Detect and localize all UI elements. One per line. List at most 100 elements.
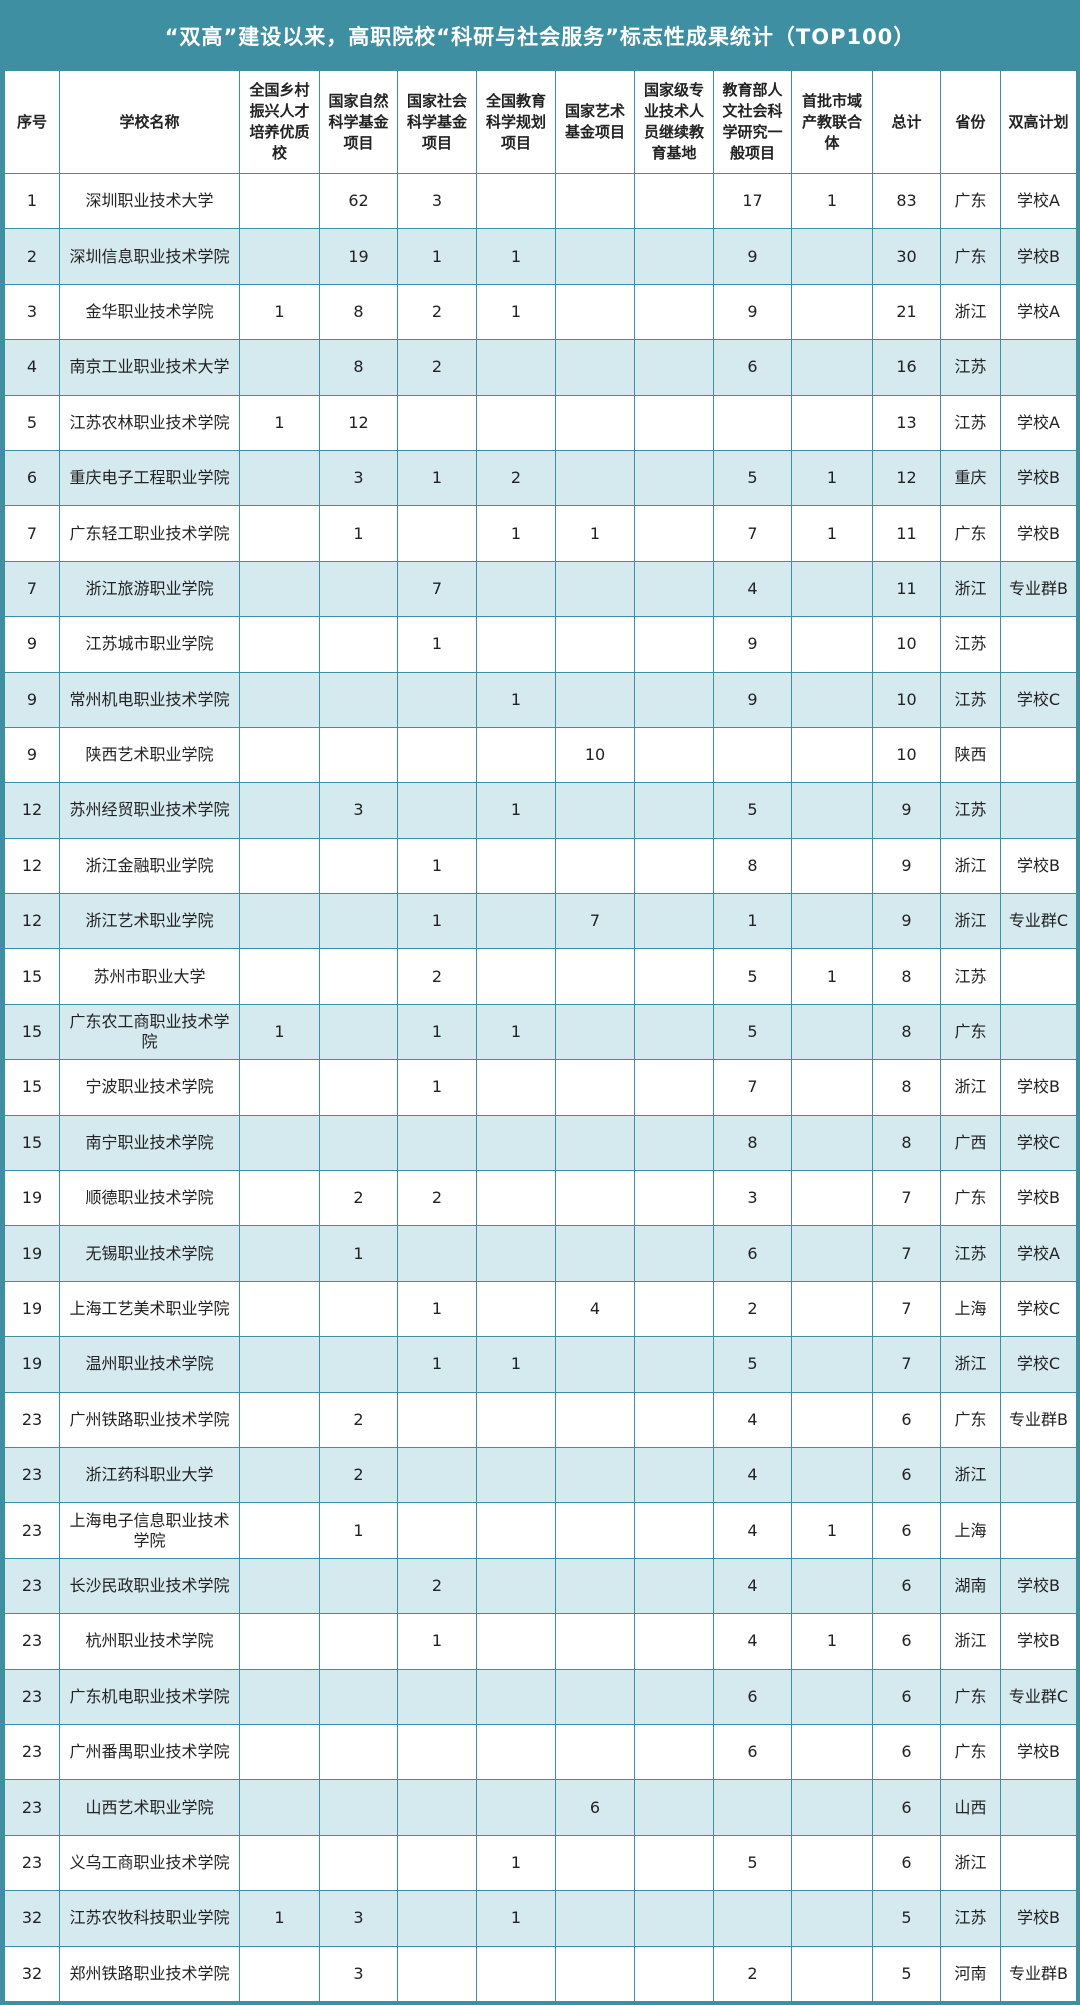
table-cell xyxy=(791,1059,873,1116)
table-cell: 1 xyxy=(239,283,320,341)
table-cell xyxy=(239,228,320,285)
table-cell: 学校B xyxy=(1000,1059,1077,1116)
table-cell: 2 xyxy=(713,1945,792,2002)
table-cell: 专业群B xyxy=(1000,1391,1077,1448)
table-cell: 浙江 xyxy=(940,893,1001,950)
table-cell: 3 xyxy=(713,1170,792,1227)
table-row: 3 金华职业技术学院 1 8 2 1 9 21 浙江 学校A xyxy=(4,283,1077,341)
table-cell xyxy=(634,1446,714,1504)
table-cell xyxy=(555,837,635,895)
table-cell xyxy=(476,1613,556,1670)
table-cell xyxy=(476,893,556,950)
table-cell xyxy=(634,228,714,285)
table-cell: 浙江药科职业大学 xyxy=(59,1446,240,1504)
table-cell: 江苏 xyxy=(940,394,1001,451)
table-cell: 江苏农林职业技术学院 xyxy=(59,394,240,451)
table-cell: 6 xyxy=(4,449,60,507)
table-cell: 2 xyxy=(397,1557,477,1615)
table-row: 23 义乌工商职业技术学院 1 5 6 浙江 xyxy=(4,1834,1077,1892)
table-cell xyxy=(397,726,477,784)
table-cell: 32 xyxy=(4,1890,60,1947)
table-cell: 2 xyxy=(476,449,556,507)
table-cell xyxy=(555,339,635,396)
table-cell xyxy=(319,1668,398,1725)
table-cell: 常州机电职业技术学院 xyxy=(59,671,240,728)
table-cell xyxy=(476,1557,556,1615)
table-cell xyxy=(634,1280,714,1338)
header-cell: 国家社会科学基金项目 xyxy=(397,70,477,174)
table-cell: 广州铁路职业技术学院 xyxy=(59,1391,240,1448)
table-cell: 浙江 xyxy=(940,1059,1001,1116)
table-cell xyxy=(791,228,873,285)
table-cell: 6 xyxy=(872,1391,941,1448)
table-row: 12 浙江金融职业学院 1 8 9 浙江 学校B xyxy=(4,837,1077,895)
table-cell xyxy=(397,394,477,451)
table-row: 15 南宁职业技术学院 8 8 广西 学校C xyxy=(4,1114,1077,1172)
table-cell: 17 xyxy=(713,172,792,230)
table-cell xyxy=(476,1059,556,1116)
table-row: 4 南京工业职业技术大学 8 2 6 16 江苏 xyxy=(4,339,1077,396)
table-cell: 苏州经贸职业技术学院 xyxy=(59,782,240,839)
table-cell: 学校A xyxy=(1000,283,1077,341)
header-row: 序号 学校名称 全国乡村振兴人才培养优质校 国家自然科学基金项目 国家社会科学基金项目全… xyxy=(4,70,1077,174)
table-cell xyxy=(634,394,714,451)
table-cell xyxy=(634,1779,714,1836)
table-cell: 金华职业技术学院 xyxy=(59,283,240,341)
table-cell xyxy=(476,948,556,1005)
table-cell: 广东 xyxy=(940,1668,1001,1725)
table-cell: 23 xyxy=(4,1834,60,1892)
table-cell xyxy=(239,1280,320,1338)
table-row: 23 广州番禺职业技术学院 6 6 广东 学校B xyxy=(4,1723,1077,1781)
table-cell xyxy=(791,1723,873,1781)
table-cell: 1 xyxy=(319,1225,398,1282)
table-cell xyxy=(555,1391,635,1448)
table-cell: 温州职业技术学院 xyxy=(59,1336,240,1393)
header-cell: 国家级专业技术人员继续教育基地 xyxy=(634,70,714,174)
table-cell xyxy=(791,671,873,728)
table-cell xyxy=(1000,1003,1077,1061)
table-cell: 1 xyxy=(397,837,477,895)
table-cell: 19 xyxy=(319,228,398,285)
table-cell xyxy=(319,1723,398,1781)
header-cell: 国家艺术基金项目 xyxy=(555,70,635,174)
table-cell xyxy=(634,1890,714,1947)
table-cell: 8 xyxy=(872,1114,941,1172)
table-cell xyxy=(239,1446,320,1504)
table-cell xyxy=(634,1557,714,1615)
table-cell xyxy=(397,1723,477,1781)
table-cell xyxy=(555,1502,635,1559)
table-cell: 13 xyxy=(872,394,941,451)
table-cell xyxy=(634,1225,714,1282)
table-cell: 陕西艺术职业学院 xyxy=(59,726,240,784)
table-cell xyxy=(239,1613,320,1670)
table-cell xyxy=(555,560,635,618)
table-cell: 学校B xyxy=(1000,505,1077,562)
table-cell xyxy=(713,726,792,784)
table-row: 12 浙江艺术职业学院 1 7 1 9 浙江 专业群C xyxy=(4,893,1077,950)
table-cell xyxy=(397,1945,477,2002)
table-cell: 7 xyxy=(4,560,60,618)
table-cell: 6 xyxy=(872,1502,941,1559)
table-cell: 江苏 xyxy=(940,339,1001,396)
table-cell: 1 xyxy=(476,782,556,839)
table-cell: 15 xyxy=(4,948,60,1005)
table-cell xyxy=(319,837,398,895)
table-cell: 宁波职业技术学院 xyxy=(59,1059,240,1116)
table-cell: 1 xyxy=(397,228,477,285)
table-row: 23 长沙民政职业技术学院 2 4 6 湖南 学校B xyxy=(4,1557,1077,1615)
table-cell: 江苏 xyxy=(940,1890,1001,1947)
table-cell: 浙江 xyxy=(940,560,1001,618)
table-cell: 5 xyxy=(4,394,60,451)
table-cell: 9 xyxy=(4,726,60,784)
table-row: 9 陕西艺术职业学院 10 10 陕西 xyxy=(4,726,1077,784)
table-cell xyxy=(634,671,714,728)
table-cell: 6 xyxy=(872,1723,941,1781)
table-cell xyxy=(319,893,398,950)
table-cell: 23 xyxy=(4,1668,60,1725)
table-cell xyxy=(634,449,714,507)
table-cell xyxy=(476,1170,556,1227)
table-cell: 83 xyxy=(872,172,941,230)
table-cell: 1 xyxy=(476,283,556,341)
table-cell xyxy=(713,1779,792,1836)
